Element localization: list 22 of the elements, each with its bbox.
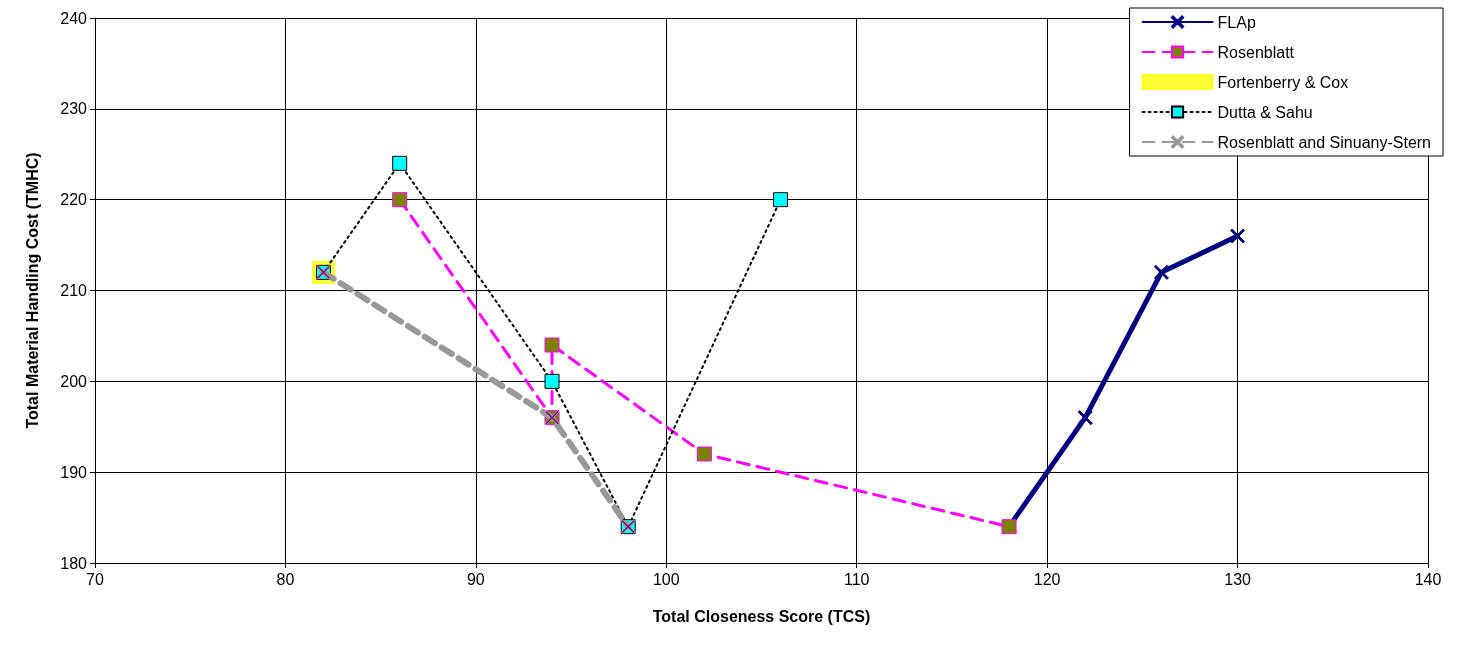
x-tick-label: 90 <box>466 570 485 588</box>
legend-label: Dutta & Sahu <box>1217 103 1313 121</box>
legend-label: Rosenblatt and Sinuany-Stern <box>1217 133 1431 151</box>
y-tick-label: 190 <box>60 463 88 481</box>
y-tick-label: 180 <box>60 554 88 572</box>
legend-label: FLAp <box>1217 13 1256 31</box>
legend-label: Fortenberry & Cox <box>1217 73 1349 91</box>
x-tick-label: 110 <box>843 570 870 588</box>
y-tick-label: 210 <box>60 282 88 299</box>
y-tick-label: 230 <box>60 100 88 118</box>
y-tick-label: 220 <box>60 191 88 209</box>
x-tick-label: 100 <box>652 570 680 588</box>
y-axis-title: Total Material Handling Cost (TMHC) <box>23 152 41 429</box>
x-axis-title: Total Closeness Score (TCS) <box>652 607 871 625</box>
x-tick-label: 120 <box>1033 570 1061 588</box>
legend-label: Rosenblatt <box>1217 43 1295 61</box>
x-tick-label: 140 <box>1414 570 1442 588</box>
y-tick-label: 240 <box>60 9 88 27</box>
y-tick-label: 200 <box>60 372 88 390</box>
x-tick-label: 80 <box>276 570 295 588</box>
x-tick-label: 70 <box>86 570 104 588</box>
x-tick-label: 130 <box>1224 570 1252 588</box>
